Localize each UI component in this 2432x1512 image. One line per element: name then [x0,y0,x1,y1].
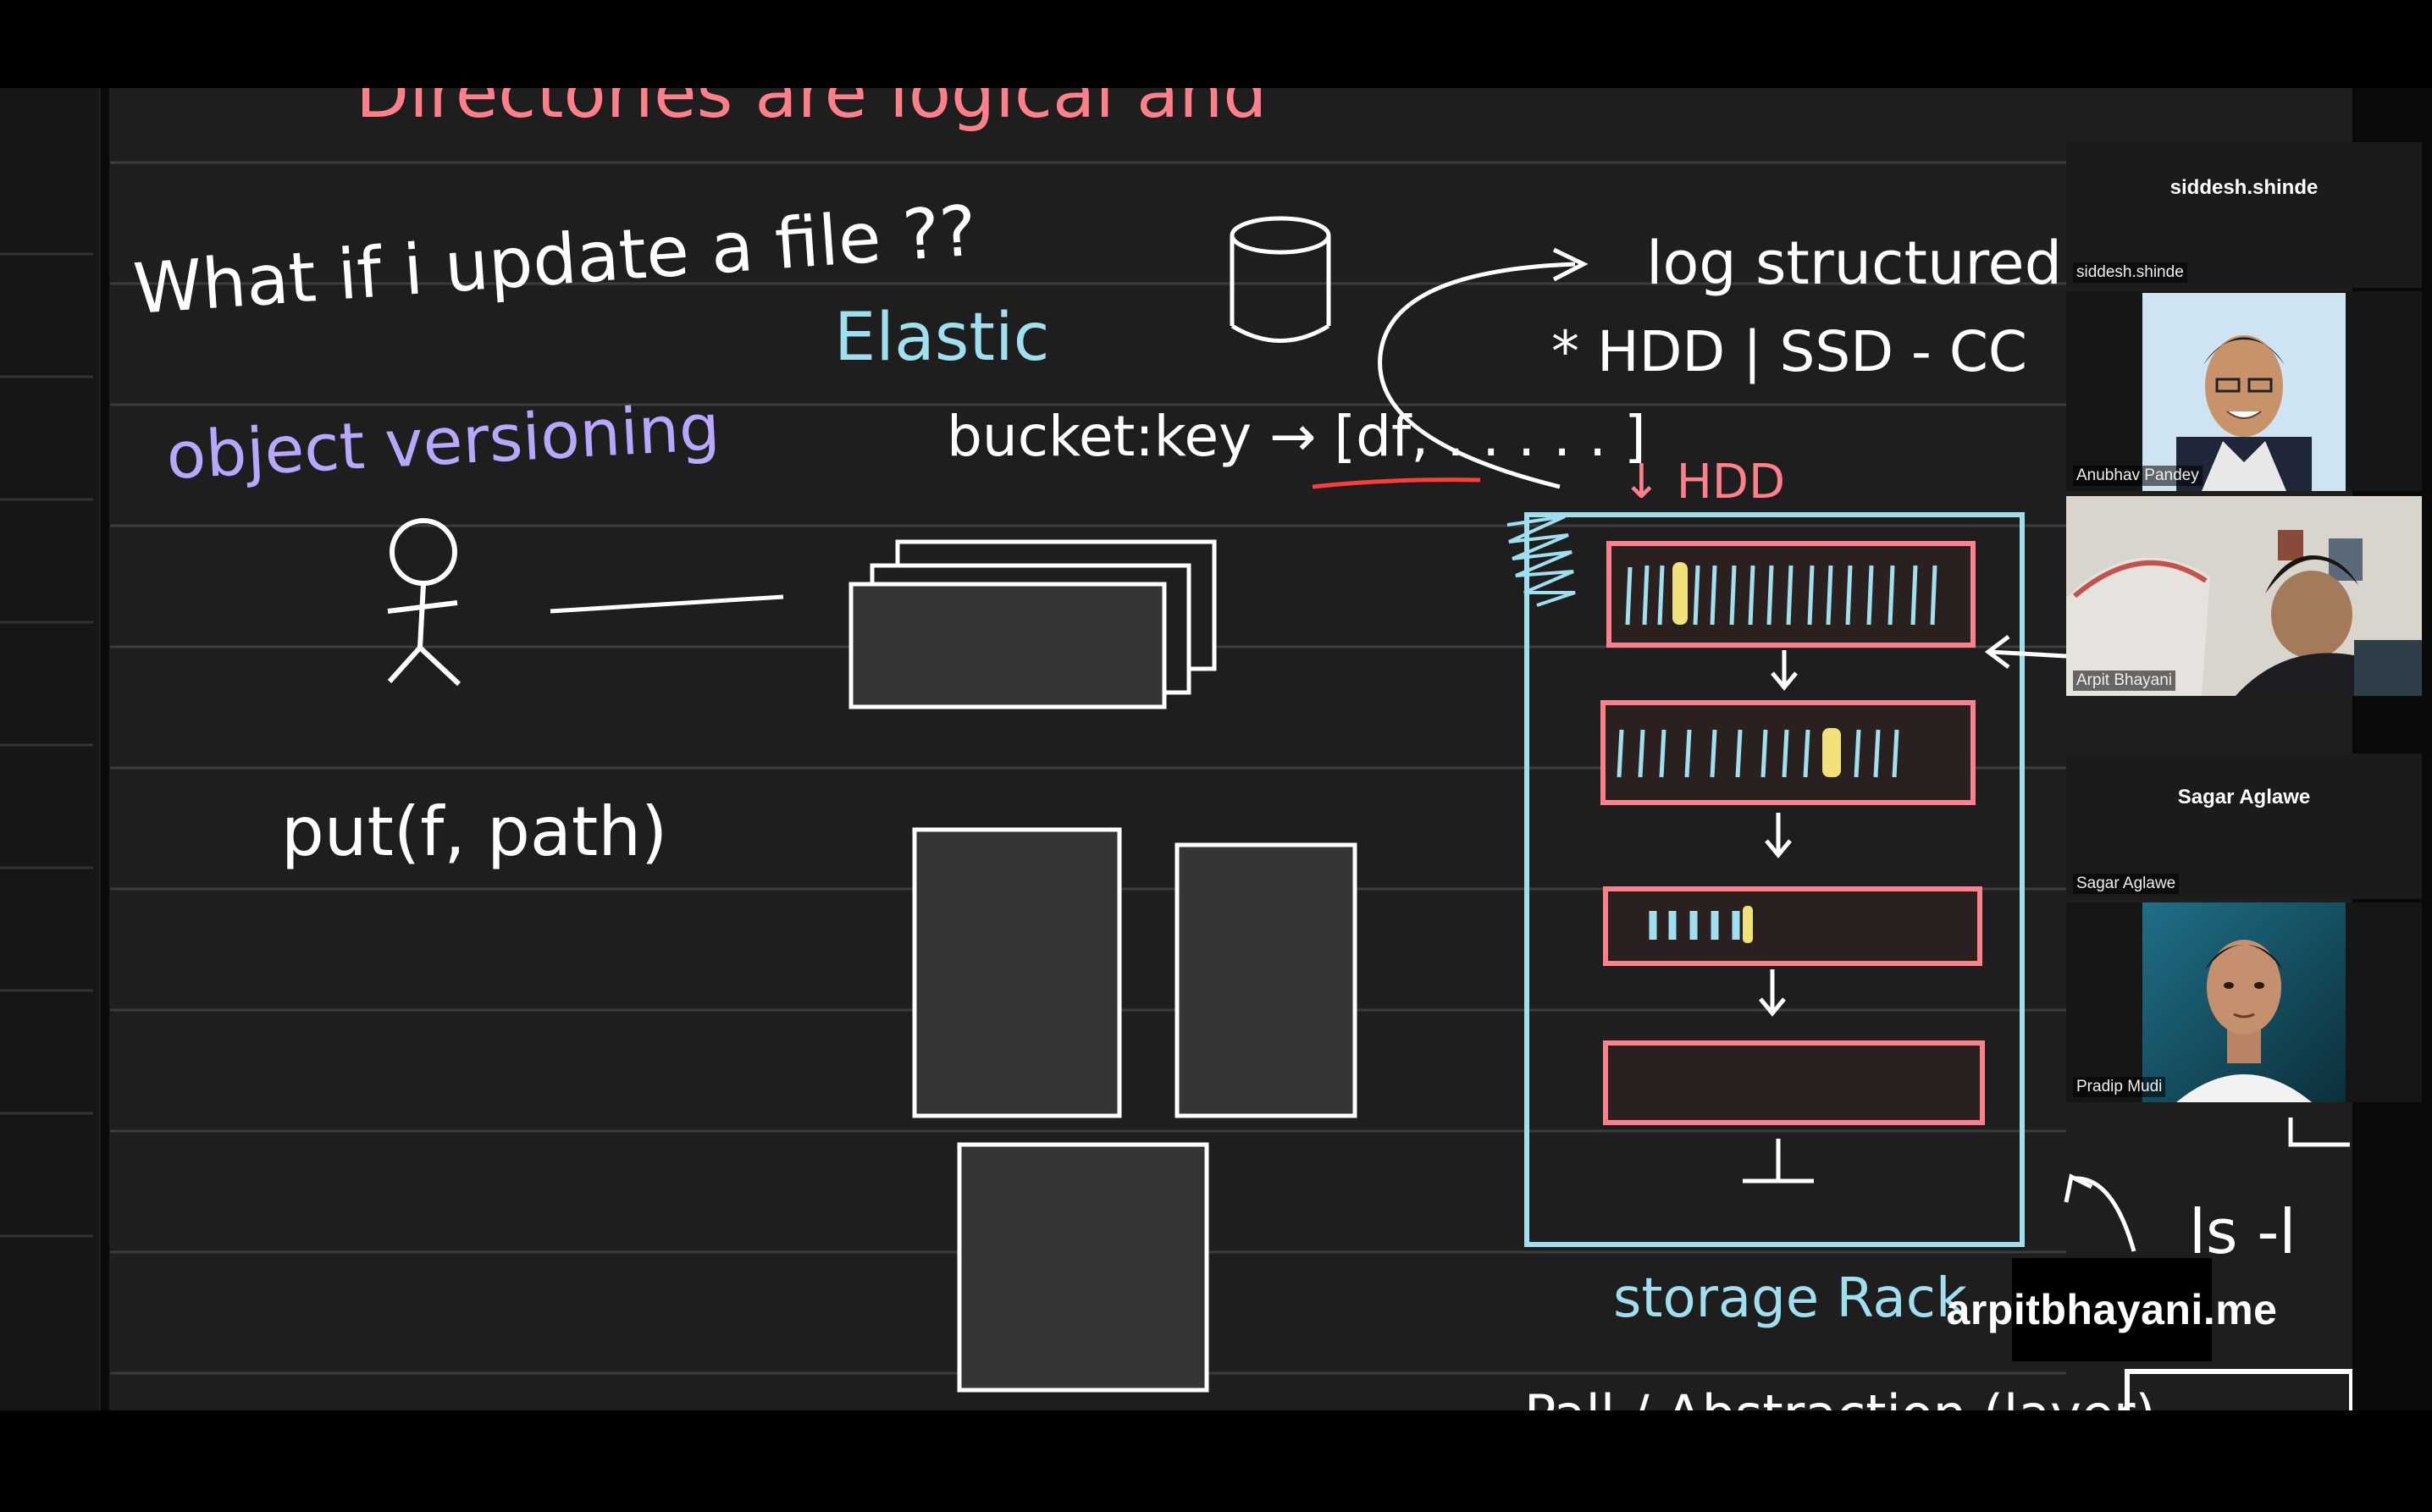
video-feed-arpit [2066,496,2422,696]
curved-up-arrow [2074,1176,2136,1252]
log-structured-text: log structured f [1646,229,2103,298]
video-feed-anubhav [2142,293,2346,491]
ls-command-text: ls -l [2189,1196,2296,1267]
storage-rack [1524,512,2025,1247]
rack-input-arrow [1984,635,2067,669]
margin-ticks [0,252,93,1238]
tier-2-highlight [1822,728,1841,777]
participant-label: Arpit Bhayani [2073,670,2176,691]
connection-line [550,594,784,614]
curved-arrow [1378,262,1576,489]
participant-name: Sagar Aglawe [2177,786,2311,808]
red-underline [1312,477,1481,489]
storage-rack-label: storage Rack [1613,1267,1967,1330]
curved-up-arrow-head [2064,1173,2093,1203]
participant-tile-sagar[interactable]: Sagar Aglawe Sagar Aglawe [2066,753,2422,899]
participant-name: siddesh.shinde [2169,176,2319,199]
tier-1-marks [1625,565,1937,626]
hdd-ssd-text: * HDD | SSD - CC [1551,319,2027,384]
corner-mark [2288,1117,2350,1147]
participant-label: Sagar Aglawe [2073,874,2180,894]
tier-2-marks [1617,729,1899,778]
watermark: arpitbhayani.me [1947,1258,2277,1361]
bottom-bar [0,1410,2432,1512]
elastic-text: Elastic [834,300,1050,376]
participant-label: Pradip Mudi [2073,1077,2166,1097]
participant-label: Anubhav Pandey [2073,466,2203,486]
tier-3-highlight [1743,906,1753,943]
video-feed-pradip [2142,902,2346,1102]
object-boxes [912,827,1357,1393]
participant-tile-anubhav[interactable]: Anubhav Pandey [2066,291,2422,491]
hdd-label: ↓ HDD [1622,455,1785,510]
tier-arrows [1743,650,1814,1184]
rack-tiers [1600,541,1985,1125]
board-background [0,88,2432,1410]
participant-tile-siddesh[interactable]: siddesh.shinde siddesh.shinde [2066,142,2422,288]
participant-tile-pradip[interactable]: Pradip Mudi [2066,902,2422,1102]
user-stick-figure [387,518,462,687]
elastic-cylinder [1230,216,1331,343]
participant-label: siddesh.shinde [2073,262,2187,283]
put-call-text: put(f, path) [281,792,667,871]
left-margin [0,88,98,1410]
bucket-key-text: bucket:key → [df, . . . . . ] [947,404,1646,469]
tier-1-highlight [1672,562,1688,625]
participant-tile-arpit[interactable]: Arpit Bhayani [2066,496,2422,696]
stacked-objects [848,539,1217,709]
tier-3-marks [1649,911,1740,940]
arrow-head [1552,247,1589,282]
top-bar [0,0,2432,88]
